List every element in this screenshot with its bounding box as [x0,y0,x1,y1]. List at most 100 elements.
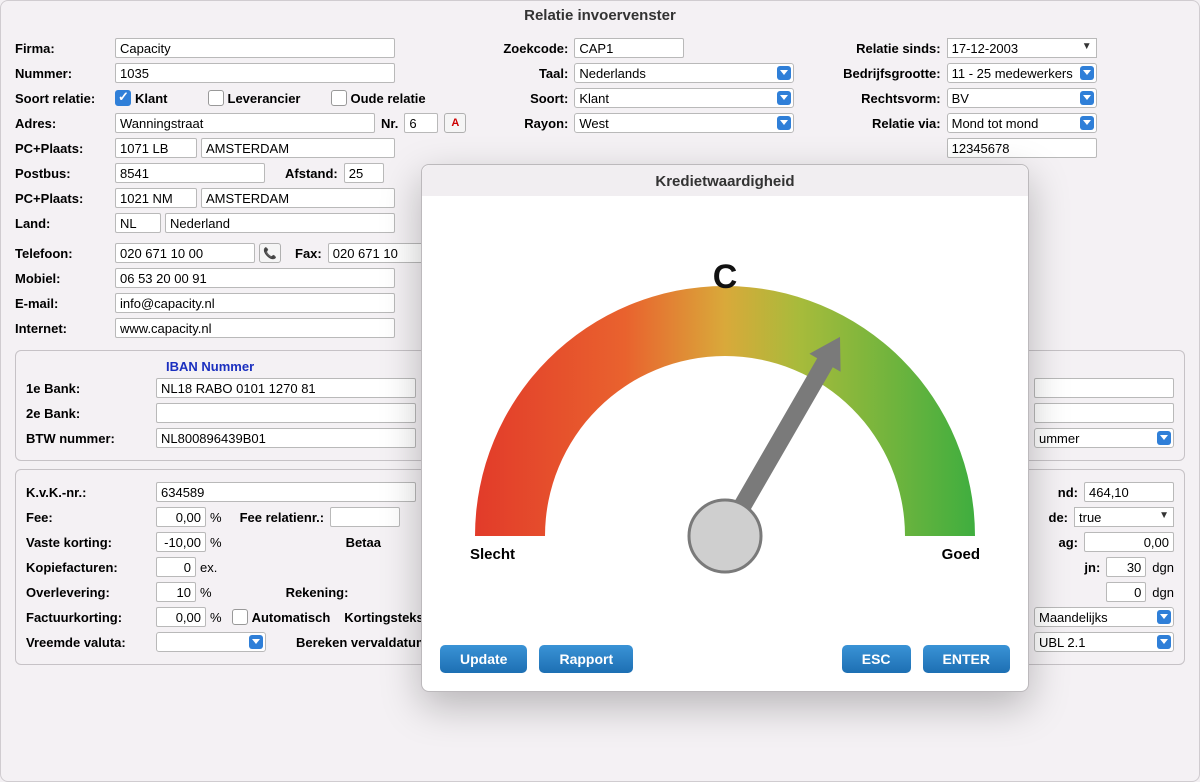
label-betaal: Betaa [346,535,387,550]
kopiefacturen-input[interactable] [156,557,196,577]
de-dropdown[interactable]: true [1074,507,1174,527]
label-firma: Firma: [15,41,115,56]
fax-input[interactable] [328,243,428,263]
iban1-input[interactable] [156,378,416,398]
mobiel-input[interactable] [115,268,395,288]
jn2-input[interactable] [1106,582,1146,602]
label-kvk: K.v.K.-nr.: [26,485,156,500]
label-relatie-via: Relatie via: [827,116,947,131]
jn2-dgn: dgn [1152,585,1174,600]
nd-input[interactable] [1084,482,1174,502]
leverancier-label: Leverancier [228,91,301,106]
label-vaste-korting: Vaste korting: [26,535,156,550]
label-vreemde-valuta: Vreemde valuta: [26,635,156,650]
label-postbus: Postbus: [15,166,115,181]
btw-input[interactable] [156,428,416,448]
kopie-ex: ex. [200,560,217,575]
zoekcode-input[interactable] [574,38,684,58]
automatisch-checkbox[interactable] [232,609,248,625]
pc1-input[interactable] [115,138,197,158]
vreemde-valuta-select[interactable] [156,632,266,652]
bank2-right-input[interactable] [1034,403,1174,423]
phone-right-input[interactable] [947,138,1097,158]
elektronisch-select[interactable]: UBL 2.1 [1034,632,1174,652]
internet-input[interactable] [115,318,395,338]
afstand-input[interactable] [344,163,384,183]
update-button[interactable]: Update [440,645,527,673]
label-bereken-vervaldatum: Bereken vervaldatum: [296,635,438,650]
label-rayon: Rayon: [484,116,574,131]
klant-checkbox[interactable] [115,90,131,106]
leverancier-checkbox[interactable] [208,90,224,106]
plaats1-input[interactable] [201,138,395,158]
label-afstand: Afstand: [285,166,344,181]
huisnr-input[interactable] [404,113,438,133]
ol-pct: % [200,585,212,600]
jn1-input[interactable] [1106,557,1146,577]
label-telefoon: Telefoon: [15,246,115,261]
modal-title: Kredietwaardigheid [422,165,1028,196]
gauge-label-bad: Slecht [470,546,515,563]
firma-input[interactable] [115,38,395,58]
factuurcode-select[interactable]: Maandelijks [1034,607,1174,627]
fee-input[interactable] [156,507,206,527]
label-de: de: [1049,510,1075,525]
nummer-input[interactable] [115,63,395,83]
overlevering-input[interactable] [156,582,196,602]
relatie-sinds-dropdown[interactable]: 17-12-2003 [947,38,1097,58]
label-fee: Fee: [26,510,156,525]
rechtsvorm-select[interactable]: BV [947,88,1097,108]
adres-input[interactable] [115,113,375,133]
oude-relatie-checkbox[interactable] [331,90,347,106]
label-kopiefacturen: Kopiefacturen: [26,560,156,575]
gauge-label-good: Goed [942,546,980,563]
label-jn: jn: [1084,560,1106,575]
oude-relatie-label: Oude relatie [351,91,426,106]
relation-window: Relatie invoervenster Firma: Nummer: Soo… [0,0,1200,782]
rapport-button[interactable]: Rapport [539,645,633,673]
kvk-input[interactable] [156,482,416,502]
pc2-input[interactable] [115,188,197,208]
fee-relatienr-input[interactable] [330,507,400,527]
label-overlevering: Overlevering: [26,585,156,600]
factuurkorting-input[interactable] [156,607,206,627]
modal-buttons: Update Rapport ESC ENTER [422,631,1028,691]
bedrijfsgrootte-select[interactable]: 11 - 25 medewerkers [947,63,1097,83]
address-marker-button[interactable]: A [444,113,466,133]
label-fee-relatienr: Fee relatienr.: [240,510,331,525]
rayon-select[interactable]: West [574,113,794,133]
label-nr: Nr. [381,116,404,131]
vk-pct: % [210,535,222,550]
label-factuurkorting: Factuurkorting: [26,610,156,625]
label-nummer: Nummer: [15,66,115,81]
label-adres: Adres: [15,116,115,131]
bank1-right-input[interactable] [1034,378,1174,398]
landcode-input[interactable] [115,213,161,233]
plaats2-input[interactable] [201,188,395,208]
landnaam-input[interactable] [165,213,395,233]
email-input[interactable] [115,293,395,313]
credit-modal: Kredietwaardigheid C Slecht Goed Update … [421,164,1029,692]
dial-button[interactable]: 📞 [259,243,281,263]
relatie-via-select[interactable]: Mond tot mond [947,113,1097,133]
label-taal: Taal: [484,66,574,81]
label-ag: ag: [1059,535,1085,550]
label-rechtsvorm: Rechtsvorm: [827,91,947,106]
label-internet: Internet: [15,321,115,336]
iban2-input[interactable] [156,403,416,423]
soort-select[interactable]: Klant [574,88,794,108]
label-bedrijfsgrootte: Bedrijfsgrootte: [827,66,947,81]
window-title: Relatie invoervenster [1,1,1199,28]
label-soort-relatie: Soort relatie: [15,91,115,106]
esc-button[interactable]: ESC [842,645,911,673]
taal-select[interactable]: Nederlands [574,63,794,83]
fee-pct: % [210,510,222,525]
label-soort: Soort: [484,91,574,106]
nummer-dropdown[interactable]: ummer [1034,428,1174,448]
telefoon-input[interactable] [115,243,255,263]
vaste-korting-input[interactable] [156,532,206,552]
enter-button[interactable]: ENTER [923,645,1010,673]
ag-input[interactable] [1084,532,1174,552]
postbus-input[interactable] [115,163,265,183]
label-pcplaats-2: PC+Plaats: [15,191,115,206]
